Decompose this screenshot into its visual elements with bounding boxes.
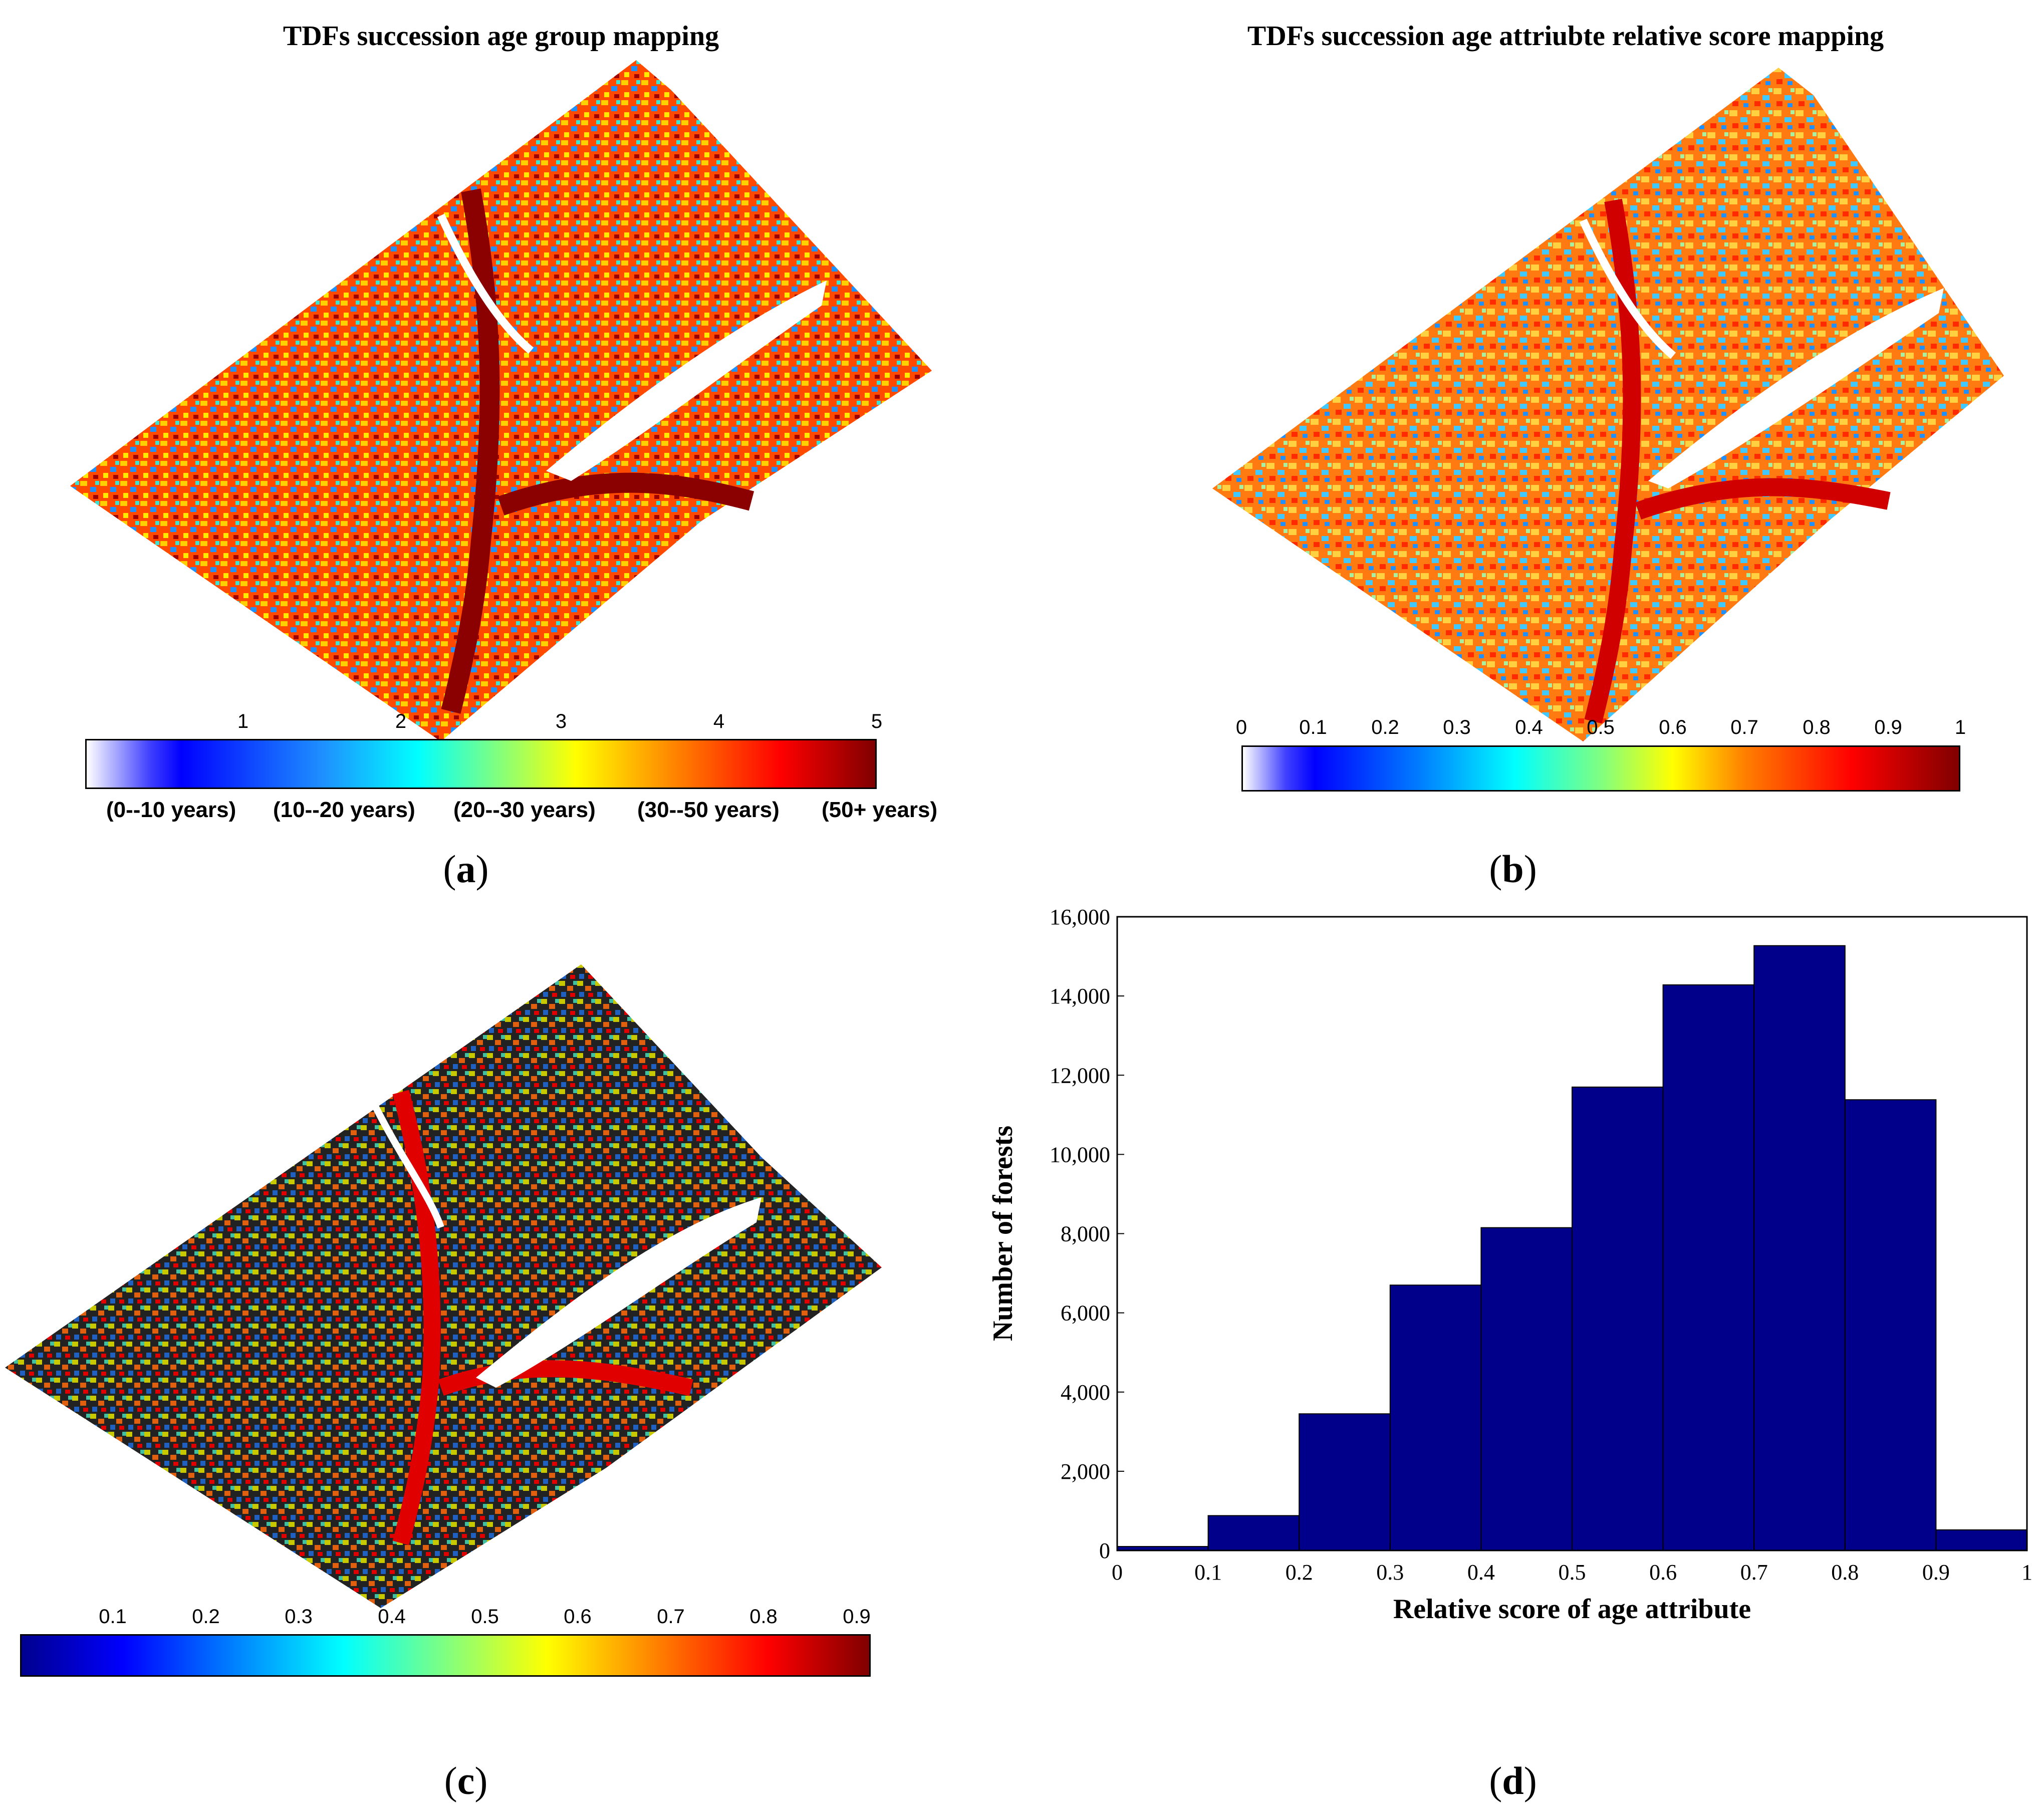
panel-b-tick: 0.4 [1515, 716, 1543, 738]
panel-a-tick: 3 [555, 710, 567, 732]
histogram-bar [1207, 1515, 1300, 1551]
panel-b-tick: 0.5 [1587, 716, 1615, 738]
histogram-bar [1844, 1099, 1937, 1551]
y-tick-label: 16,000 [1050, 905, 1110, 929]
x-tick-label: 0.4 [1467, 1560, 1495, 1585]
y-tick-label: 4,000 [1061, 1380, 1110, 1405]
panel-c-river [392, 1090, 441, 1545]
panel-b-tick: 0.9 [1874, 716, 1902, 738]
y-tick-label: 0 [1099, 1538, 1110, 1563]
panel-b-caption: (b) [1489, 847, 1537, 891]
x-tick-label: 0.1 [1194, 1560, 1222, 1585]
panel-c-tick: 0.2 [192, 1606, 220, 1628]
y-tick-label: 6,000 [1061, 1301, 1110, 1326]
x-tick-label: 0.9 [1922, 1560, 1950, 1585]
y-tick-label: 10,000 [1050, 1142, 1110, 1167]
panel-a-age-label: (30--50 years) [637, 798, 780, 822]
panel-a-tick: 2 [395, 710, 407, 732]
panel-a-colorbar [85, 739, 877, 789]
x-tick-label: 1 [2021, 1560, 2032, 1585]
panel-b-tick: 0.1 [1299, 716, 1327, 738]
panel-c-tick: 0.1 [99, 1606, 127, 1628]
x-tick-label: 0 [1112, 1560, 1123, 1585]
panel-b-tick: 0.7 [1730, 716, 1758, 738]
panel-a-map [70, 60, 932, 741]
panel-a-lake [546, 281, 827, 481]
panel-c-tick: 0.4 [378, 1606, 406, 1628]
histogram-bar [1662, 984, 1755, 1551]
panel-a-tick: 4 [713, 710, 725, 732]
panel-c-colorbar [20, 1634, 871, 1677]
panel-b-tick: 0.6 [1659, 716, 1687, 738]
histogram-bar [1299, 1413, 1391, 1551]
panel-b-tick: 1 [1954, 716, 1966, 738]
y-axis-label: Number of forests [987, 1126, 1018, 1341]
panel-c-tick: 0.6 [564, 1606, 592, 1628]
panel-b-tick: 0.3 [1443, 716, 1471, 738]
x-tick-label: 0.3 [1376, 1560, 1404, 1585]
panel-b-region [1212, 68, 2004, 741]
histogram-bar [1389, 1284, 1482, 1551]
panel-a-caption: (a) [443, 847, 489, 891]
panel-b-title: TDFs succession age attriubte relative s… [1247, 21, 1884, 52]
x-tick-label: 0.8 [1831, 1560, 1859, 1585]
panel-a-age-label: (0--10 years) [106, 798, 236, 822]
panel-a-title: TDFs succession age group mapping [283, 21, 719, 52]
x-tick-label: 0.2 [1286, 1560, 1313, 1585]
y-tick-label: 14,000 [1050, 984, 1110, 1008]
histogram-bar [1753, 945, 1846, 1551]
panel-c-map [5, 964, 882, 1608]
x-tick-label: 0.6 [1649, 1560, 1677, 1585]
panel-b-map [1212, 68, 2004, 741]
panel-b-colorbar [1241, 745, 1960, 792]
panel-a-tick: 1 [237, 710, 249, 732]
panel-a-age-label: (20--30 years) [453, 798, 596, 822]
x-tick-label: 0.5 [1559, 1560, 1586, 1585]
histogram-bar [1480, 1227, 1573, 1551]
panel-a-tick: 5 [871, 710, 883, 732]
panel-a-river [441, 188, 500, 714]
x-axis-label: Relative score of age attribute [1393, 1594, 1751, 1625]
panel-d-histogram: 0 0.1 0.2 0.3 0.4 0.5 0.6 0.7 0.8 0.9 1 0 2,000 4,000… [987, 905, 2032, 1625]
panel-a-age-label: (50+ years) [822, 798, 938, 822]
panel-b-river [1584, 198, 1641, 724]
y-tick-label: 12,000 [1050, 1063, 1110, 1088]
panel-c-region [5, 964, 882, 1608]
panel-c-tick: 0.5 [471, 1606, 499, 1628]
panel-c-tick: 0.8 [749, 1606, 778, 1628]
panel-c-tick: 0.7 [657, 1606, 685, 1628]
panel-a-region [70, 60, 932, 741]
panel-b-tick: 0 [1235, 716, 1247, 738]
panel-d-caption: (d) [1489, 1759, 1537, 1802]
panel-b-tick: 0.2 [1371, 716, 1399, 738]
y-tick-label: 2,000 [1061, 1459, 1110, 1484]
panel-c-caption: (c) [444, 1759, 488, 1802]
x-tick-label: 0.7 [1740, 1560, 1768, 1585]
panel-c-lake [476, 1197, 761, 1388]
y-tick-label: 8,000 [1061, 1222, 1110, 1246]
panel-b-tick: 0.8 [1803, 716, 1831, 738]
histogram-bar [1935, 1529, 2028, 1551]
panel-a-age-label: (10--20 years) [273, 798, 415, 822]
panel-c-tick: 0.3 [285, 1606, 313, 1628]
panel-b-lake [1648, 288, 1944, 488]
histogram-bar [1572, 1086, 1664, 1551]
panel-c-tick: 0.9 [843, 1606, 871, 1628]
